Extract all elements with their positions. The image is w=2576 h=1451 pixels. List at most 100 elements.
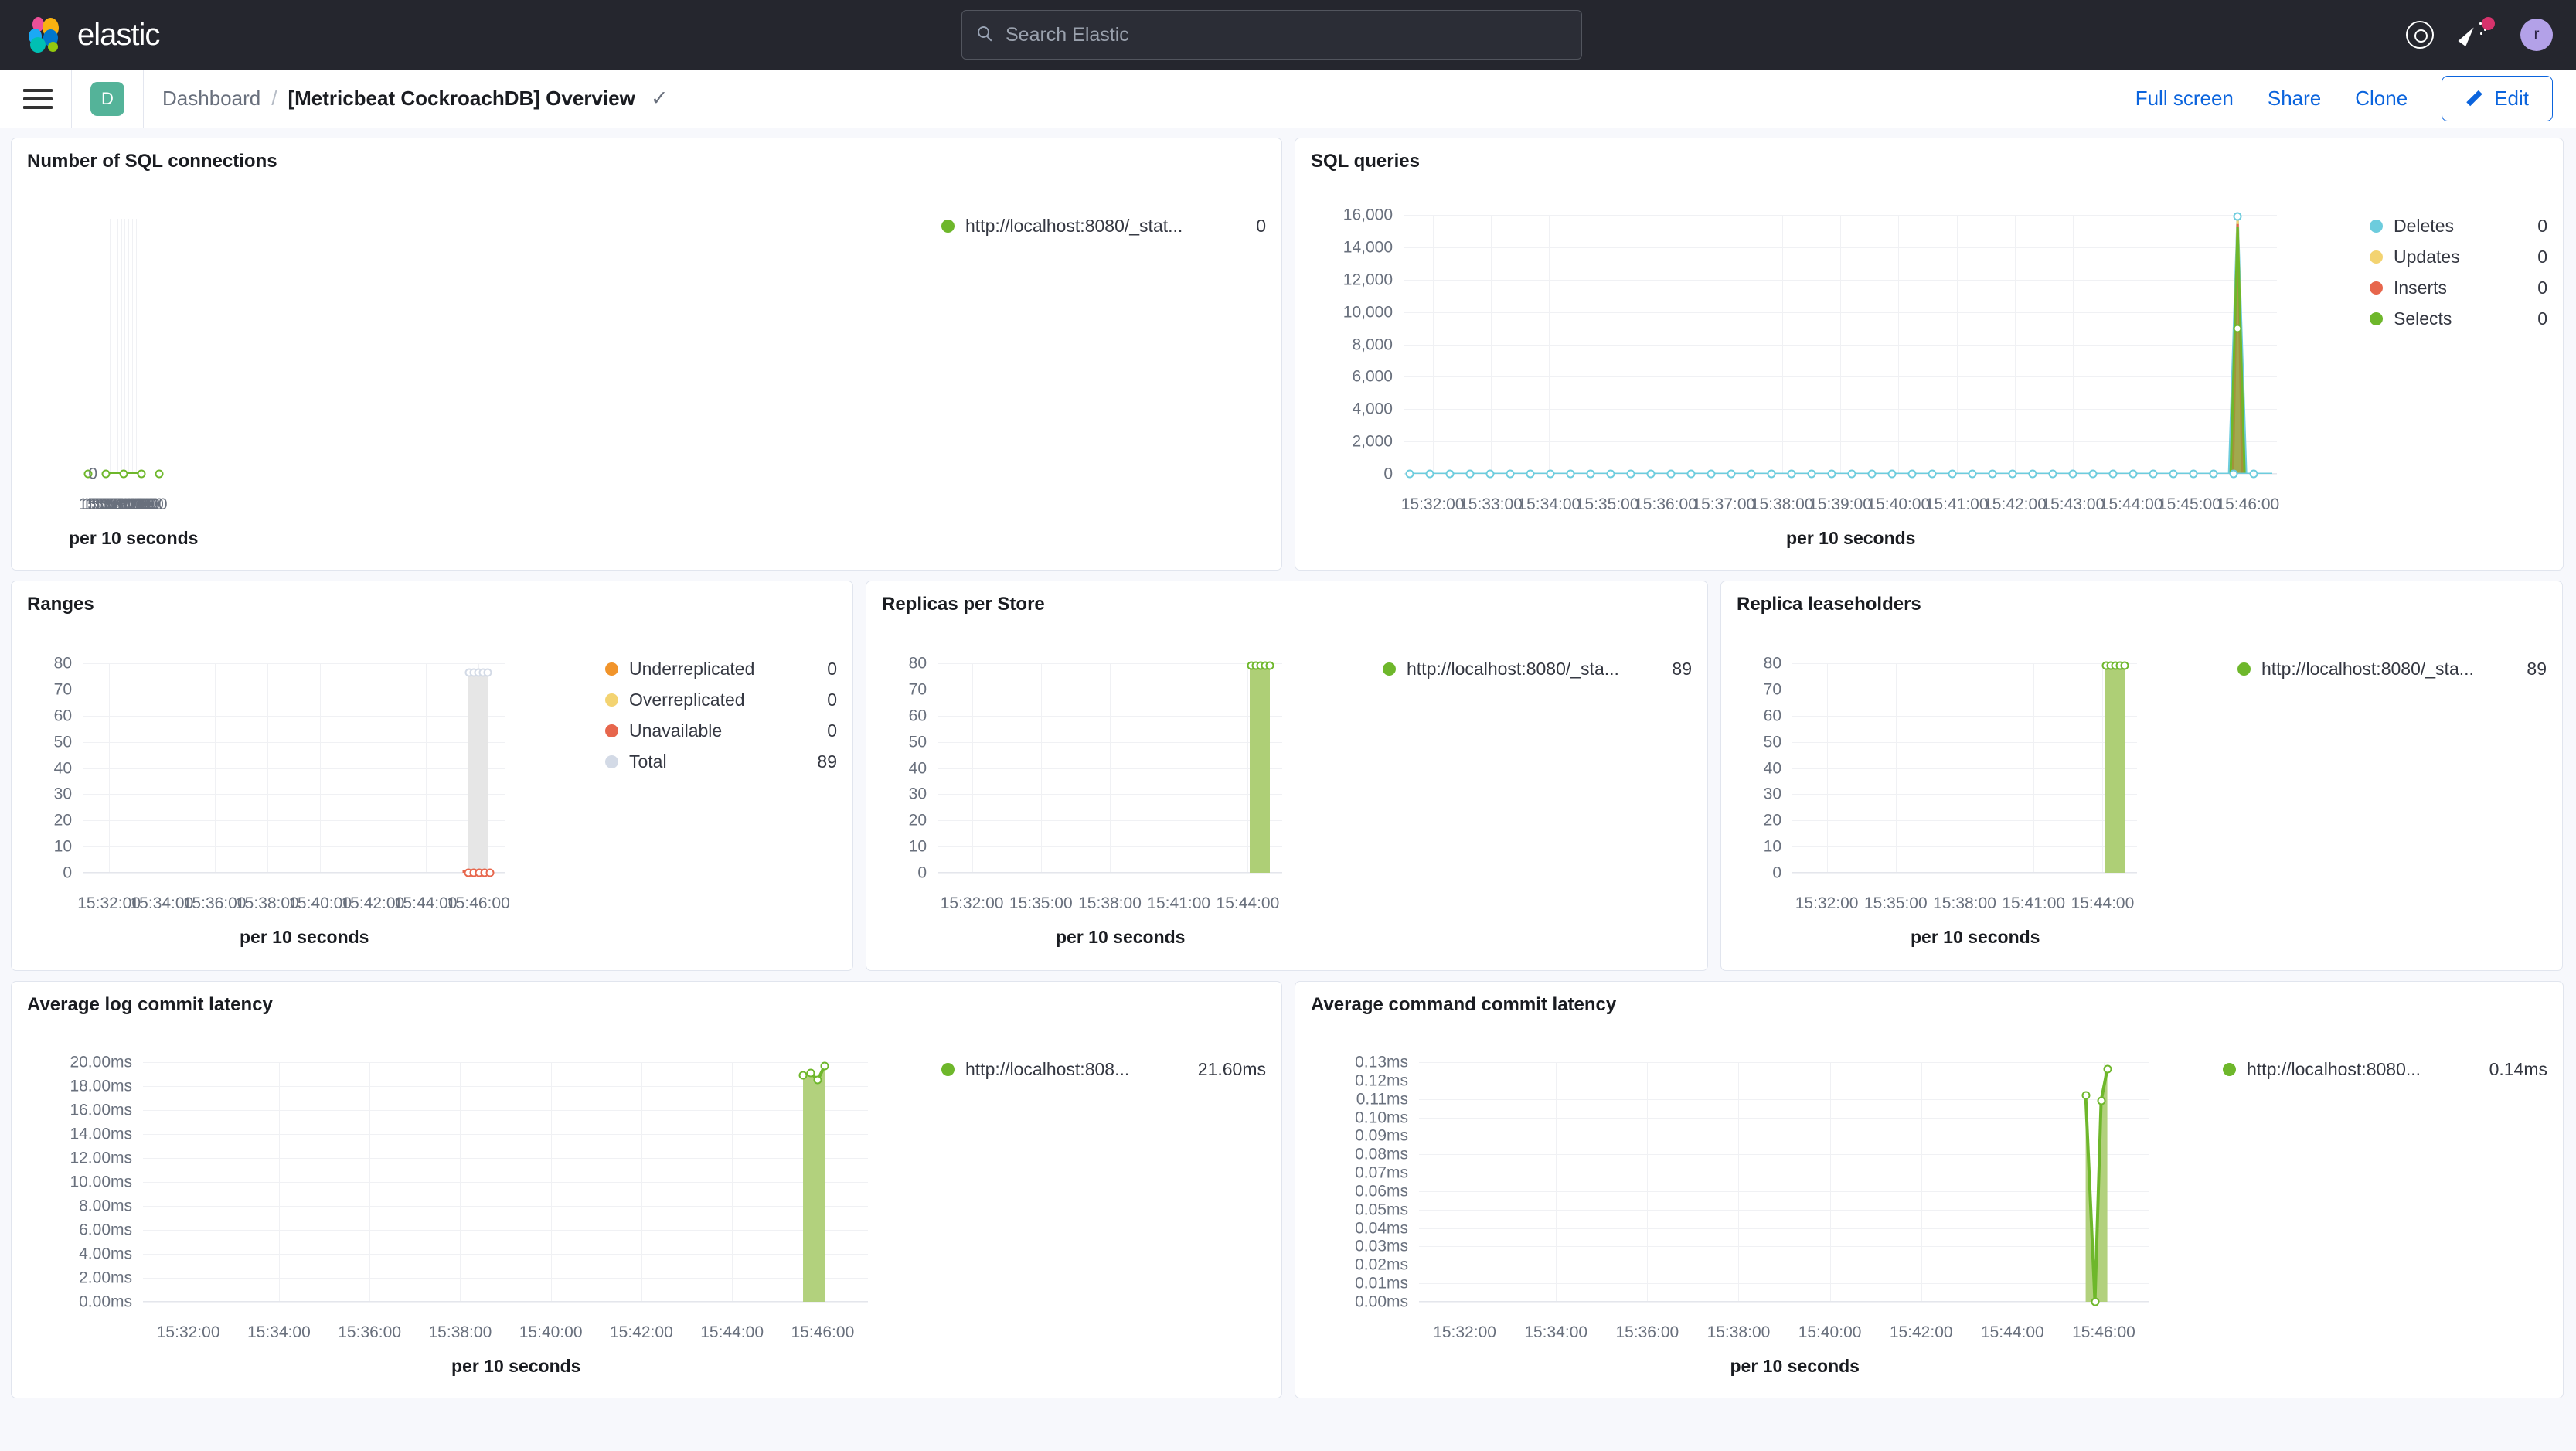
x-axis-tick: 15:38:00 xyxy=(1707,1323,1771,1341)
global-search[interactable]: Search Elastic xyxy=(961,10,1582,60)
chart-avg-log-commit-latency[interactable]: 20.00ms 18.00ms 16.00ms 14.00ms 12.00ms 10.00… xyxy=(27,1016,941,1385)
clone-button[interactable]: Clone xyxy=(2355,87,2408,110)
gridline-horizontal xyxy=(1419,1246,2149,1248)
legend-item[interactable]: Updates 0 xyxy=(2370,247,2547,267)
plot-area xyxy=(83,219,164,479)
legend-item[interactable]: Inserts 0 xyxy=(2370,278,2547,298)
y-axis-tick: 50 xyxy=(53,733,72,751)
legend: http://localhost:808... 21.60ms xyxy=(941,1016,1266,1385)
legend-color-dot xyxy=(605,662,618,676)
share-button[interactable]: Share xyxy=(2267,87,2322,110)
gridline-vertical xyxy=(1921,1062,1922,1302)
full-screen-button[interactable]: Full screen xyxy=(2135,87,2234,110)
gridline-vertical xyxy=(972,663,973,873)
legend-item[interactable]: http://localhost:8080/_sta... 89 xyxy=(2237,659,2547,680)
edit-button[interactable]: Edit xyxy=(2442,76,2553,121)
space-badge[interactable]: D xyxy=(90,81,124,116)
gridline-horizontal xyxy=(83,768,505,769)
legend-item[interactable]: Underreplicated 0 xyxy=(605,659,837,680)
y-axis-tick: 12.00ms xyxy=(70,1149,132,1167)
y-axis-tick: 0 xyxy=(88,465,97,483)
x-axis-tick: 15:36:00 xyxy=(1634,496,1697,513)
legend-label: Selects xyxy=(2394,308,2452,329)
y-axis-tick: 10 xyxy=(53,837,72,856)
x-axis-tick: 15:34:00 xyxy=(130,894,194,912)
chart-replicas-per-store[interactable]: 80 70 60 50 40 30 20 10 0 15:32:00 15:35:00 15:38:0… xyxy=(882,615,1383,958)
legend-item[interactable]: Unavailable 0 xyxy=(605,720,837,741)
x-axis-tick: 15:32:00 xyxy=(77,894,141,912)
legend-item[interactable]: Deletes 0 xyxy=(2370,216,2547,237)
panel-title: Ranges xyxy=(27,594,94,615)
legend-item[interactable]: Overreplicated 0 xyxy=(605,690,837,710)
avatar[interactable]: r xyxy=(2520,19,2553,51)
panel-sql-queries[interactable]: SQL queries 16,000 14,000 12,000 10,000 8,00… xyxy=(1295,138,2564,571)
y-axis-tick: 30 xyxy=(908,785,927,803)
legend-item[interactable]: http://localhost:808... 21.60ms xyxy=(941,1059,1266,1080)
legend-value: 0 xyxy=(827,690,837,710)
data-point xyxy=(1727,469,1736,479)
gridline-horizontal xyxy=(1419,1302,2149,1303)
legend-item[interactable]: Selects 0 xyxy=(2370,308,2547,329)
y-axis-tick: 0 xyxy=(1772,863,1781,882)
x-axis-tick: 15:46:00 xyxy=(2072,1323,2135,1341)
data-point xyxy=(2249,469,2258,479)
x-axis-tick: 15:40:00 xyxy=(93,496,157,513)
x-axis-tick: 15:41:00 xyxy=(1924,496,1989,513)
chart-avg-command-commit-latency[interactable]: 0.13ms 0.12ms 0.11ms 0.10ms 0.09ms 0.08ms 0.07… xyxy=(1311,1016,2223,1385)
edit-button-label: Edit xyxy=(2494,87,2529,110)
chart-sql-queries[interactable]: 16,000 14,000 12,000 10,000 8,000 6,000 4,000 2… xyxy=(1311,172,2370,557)
gridline-horizontal xyxy=(143,1086,868,1087)
legend-item[interactable]: Total 89 xyxy=(605,751,837,772)
chart-ranges[interactable]: 80 70 60 50 40 30 20 10 0 15:32:00 15:34:00 15:36:0… xyxy=(27,615,605,958)
gridline-vertical xyxy=(278,1062,280,1302)
legend-label: http://localhost:808... xyxy=(965,1059,1130,1079)
panel-replicas-per-store[interactable]: Replicas per Store 80 70 60 50 40 30 20 10 0 15:3… xyxy=(866,581,1708,971)
search-input[interactable]: Search Elastic xyxy=(1006,23,1129,46)
legend: http://localhost:8080/_sta... 89 xyxy=(1383,615,1692,958)
y-axis-tick: 50 xyxy=(908,733,927,751)
legend-value: 0 xyxy=(827,659,837,679)
saved-check-icon: ✓ xyxy=(650,87,669,110)
panel-sql-connections[interactable]: Number of SQL connections 0 15:32:00 15:34… xyxy=(11,138,1282,571)
x-axis-tick: 15:44:00 xyxy=(1980,1323,2044,1341)
data-point xyxy=(1787,469,1796,479)
legend-item[interactable]: http://localhost:8080/_stat... 0 xyxy=(941,216,1266,237)
data-point xyxy=(1586,469,1595,479)
legend-label: Underreplicated xyxy=(629,659,755,679)
y-axis-tick: 0.05ms xyxy=(1355,1201,1408,1219)
x-axis-tick: 15:34:00 xyxy=(1517,496,1581,513)
data-point xyxy=(806,1068,815,1078)
y-axis-tick: 10.00ms xyxy=(70,1173,132,1191)
announcements-icon[interactable] xyxy=(2458,17,2495,50)
legend-value: 0 xyxy=(827,720,837,741)
legend-color-dot xyxy=(941,1063,955,1076)
x-axis-line xyxy=(1419,1301,2149,1302)
legend-value: 0 xyxy=(2537,308,2547,329)
hamburger-icon[interactable] xyxy=(23,88,53,109)
gridline-vertical xyxy=(121,219,122,474)
chart-sql-connections[interactable]: 0 15:32:00 15:34:00 15:36:00 15:38:00 15:40:0… xyxy=(27,172,941,557)
legend-color-dot xyxy=(2223,1063,2236,1076)
breadcrumb-dashboard[interactable]: Dashboard xyxy=(162,87,261,110)
data-point xyxy=(1526,469,1535,479)
chart-replica-leaseholders[interactable]: 80 70 60 50 40 30 20 10 0 15:32:00 15:35:00 15:38:0… xyxy=(1737,615,2237,958)
data-point xyxy=(2233,212,2242,221)
help-icon[interactable] xyxy=(2406,21,2434,49)
x-axis-tick: 15:35:00 xyxy=(1009,894,1073,912)
x-axis-label: per 10 seconds xyxy=(1730,1356,1860,1376)
x-axis-tick: 15:36:00 xyxy=(182,894,247,912)
series-area xyxy=(1250,666,1270,873)
panel-replica-leaseholders[interactable]: Replica leaseholders 80 70 60 50 40 30 20 10 0 15… xyxy=(1720,581,2563,971)
legend-item[interactable]: http://localhost:8080... 0.14ms xyxy=(2223,1059,2547,1080)
elastic-logo[interactable]: elastic xyxy=(28,17,160,53)
x-axis-tick: 15:44:00 xyxy=(2071,894,2135,912)
panel-avg-log-commit-latency[interactable]: Average log commit latency 20.00ms 18.00m… xyxy=(11,981,1282,1398)
x-axis-label: per 10 seconds xyxy=(1911,927,2040,947)
panel-avg-command-commit-latency[interactable]: Average command commit latency 0.13ms 0.1… xyxy=(1295,981,2564,1398)
gridline-vertical xyxy=(1895,663,1897,873)
y-axis-tick: 10 xyxy=(1763,837,1781,856)
y-axis-tick: 50 xyxy=(1763,733,1781,751)
data-point xyxy=(1485,469,1495,479)
panel-ranges[interactable]: Ranges 80 70 60 50 40 30 20 10 0 15:32:00 15:34:00… xyxy=(11,581,853,971)
legend-item[interactable]: http://localhost:8080/_sta... 89 xyxy=(1383,659,1692,680)
